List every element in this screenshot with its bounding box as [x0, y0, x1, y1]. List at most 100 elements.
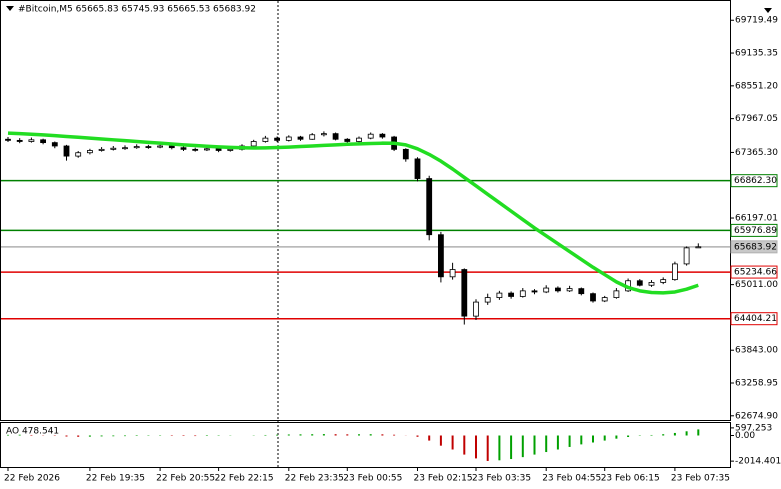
- y-tick-label: 63258.95: [735, 379, 778, 389]
- y-tick-label: 63843.00: [735, 346, 778, 356]
- candle-body: [168, 145, 175, 149]
- y-tick-label: 69135.35: [735, 49, 778, 59]
- x-tick-label: 23 Feb 07:35: [671, 474, 730, 484]
- level-label: 65683.92: [734, 242, 777, 252]
- y-tick-label: 0.00: [735, 431, 755, 441]
- oscillator-panel: [0, 422, 731, 468]
- main-panel: [0, 0, 731, 421]
- candle-body: [203, 148, 210, 151]
- y-tick-label: 67967.05: [735, 114, 778, 124]
- y-tick-label: 62674.90: [735, 411, 778, 421]
- candle-body: [262, 137, 269, 142]
- candle-body: [461, 269, 468, 317]
- candle-body: [215, 148, 222, 151]
- candle-body: [16, 139, 23, 142]
- y-tick-label: 68551.20: [735, 81, 778, 91]
- candle-body: [601, 297, 608, 302]
- level-label: 65234.66: [734, 268, 777, 278]
- y-tick-label: -2014.401: [735, 457, 781, 467]
- candle-body: [5, 138, 11, 141]
- candle-body: [695, 246, 702, 249]
- candle-body: [648, 282, 655, 286]
- level-badge: [730, 174, 778, 188]
- candle-body: [285, 136, 292, 141]
- candle-body: [414, 158, 421, 179]
- x-tick-label: 23 Feb 06:15: [601, 474, 660, 484]
- candle-body: [332, 133, 339, 140]
- x-tick-label: 22 Feb 2026: [4, 474, 60, 484]
- x-tick-label: 23 Feb 00:55: [343, 474, 402, 484]
- candle-body: [449, 269, 456, 278]
- candle-body: [508, 292, 515, 297]
- candle-body: [437, 234, 444, 278]
- candle-body: [356, 137, 362, 142]
- candle-body: [320, 133, 327, 136]
- level-label: 66862.30: [734, 176, 777, 186]
- oscillator-label: AO 478.541: [6, 427, 59, 437]
- candle-body: [672, 263, 678, 281]
- candle-body: [402, 148, 409, 160]
- candle-body: [683, 247, 690, 265]
- candle-body: [180, 147, 187, 150]
- candle-body: [157, 145, 164, 148]
- candle-body: [484, 297, 491, 303]
- y-tick-label: 597.253: [735, 423, 772, 433]
- candle-body: [51, 142, 58, 147]
- candle-body: [543, 287, 550, 293]
- candle-body: [98, 148, 105, 151]
- candle-body: [613, 290, 620, 298]
- candle-body: [28, 139, 35, 142]
- y-tick-label: 66197.01: [735, 214, 778, 224]
- level-badge: [730, 265, 778, 279]
- x-tick-label: 22 Feb 22:15: [215, 474, 274, 484]
- level-badge: [730, 240, 778, 254]
- candle-body: [122, 147, 128, 150]
- candle-body: [367, 133, 374, 139]
- candle-body: [309, 134, 316, 140]
- x-tick-label: 22 Feb 20:55: [156, 474, 215, 484]
- menu-arrow: [6, 6, 14, 11]
- level-label: 64404.21: [734, 314, 777, 324]
- candle-body: [590, 293, 596, 302]
- candle-body: [636, 280, 643, 286]
- x-tick-label: 23 Feb 02:15: [414, 474, 473, 484]
- candle-body: [473, 301, 479, 317]
- x-tick-label: 23 Feb 03:35: [472, 474, 531, 484]
- candle-body: [496, 292, 503, 298]
- x-tick-label: 22 Feb 23:35: [285, 474, 344, 484]
- candle-body: [297, 136, 304, 140]
- candle-body: [274, 137, 281, 141]
- y-tick-label: 65011.00: [735, 280, 778, 290]
- candle-body: [87, 150, 93, 154]
- x-tick-label: 23 Feb 04:55: [542, 474, 601, 484]
- candle-body: [379, 133, 386, 138]
- candle-body: [555, 287, 561, 292]
- candle-body: [344, 138, 351, 142]
- candle-body: [133, 146, 140, 149]
- x-tick-label: 22 Feb 19:35: [86, 474, 145, 484]
- level-badge: [730, 312, 778, 326]
- level-badge: [730, 223, 778, 237]
- chart-title: #Bitcoin,M5 65665.83 65745.93 65665.53 6…: [18, 5, 256, 15]
- candle-body: [192, 148, 199, 151]
- moving-average: [7, 131, 699, 295]
- candle-body: [110, 147, 117, 150]
- y-tick-label: 67365.30: [735, 148, 778, 158]
- candle-body: [566, 288, 573, 292]
- candle-body: [227, 148, 234, 151]
- candle-body: [145, 146, 152, 148]
- candle-body: [531, 290, 538, 293]
- scroll-arrow: [764, 8, 772, 13]
- candle-body: [660, 279, 667, 283]
- candle-body: [578, 288, 585, 295]
- candle-body: [75, 152, 82, 157]
- candle-body: [40, 139, 46, 144]
- y-tick-label: 69719.49: [735, 16, 778, 26]
- candle-body: [250, 141, 257, 147]
- level-label: 65976.89: [734, 226, 777, 236]
- candle-body: [63, 145, 70, 157]
- candle-body: [426, 178, 433, 236]
- candle-body: [519, 290, 526, 297]
